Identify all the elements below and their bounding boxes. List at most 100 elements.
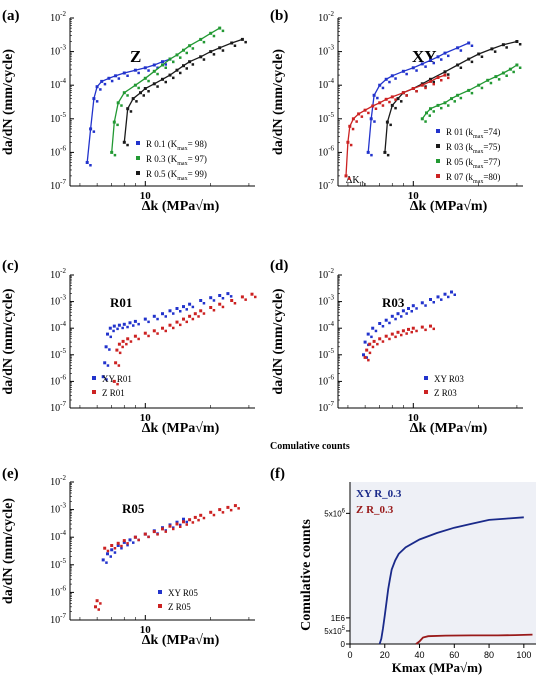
data-point	[152, 530, 156, 534]
data-point	[103, 82, 107, 86]
data-point	[168, 309, 172, 313]
data-point	[400, 100, 403, 103]
data-point	[518, 66, 522, 69]
data-point	[164, 315, 167, 318]
data-point	[240, 295, 244, 299]
data-point	[147, 334, 150, 338]
data-point	[212, 309, 216, 312]
data-point	[202, 312, 206, 315]
data-point	[156, 332, 159, 335]
data-point	[411, 66, 415, 70]
data-point	[197, 518, 200, 522]
y-tick-label: 10-5	[50, 557, 66, 571]
data-point	[450, 290, 453, 294]
data-point	[401, 309, 405, 313]
data-point	[143, 87, 147, 90]
data-point	[120, 104, 123, 107]
data-point	[182, 520, 185, 524]
data-point	[370, 335, 373, 339]
panel-label-f: (f)	[270, 466, 285, 482]
data-point	[113, 153, 117, 157]
data-point	[396, 97, 400, 101]
y-tick-label: 0	[341, 640, 346, 649]
data-point	[116, 327, 119, 331]
data-point	[106, 332, 109, 336]
y-tick-label: 10-5	[50, 111, 66, 125]
data-point	[172, 76, 175, 80]
data-point	[367, 358, 370, 362]
y-tick-label: 10-3	[50, 294, 66, 308]
data-point	[415, 69, 418, 72]
annotation-delta-k-th: ΔKth	[346, 175, 366, 188]
data-point	[372, 93, 376, 97]
data-point	[254, 295, 257, 299]
data-point	[411, 326, 415, 330]
data-point	[389, 123, 392, 127]
data-point	[368, 342, 372, 346]
data-point	[384, 334, 388, 338]
data-point	[185, 520, 188, 524]
data-point	[99, 602, 102, 605]
legend-marker	[92, 376, 96, 380]
x-tick-label: 10	[408, 190, 420, 202]
y-axis-label: da/dN (mm/cycle)	[271, 49, 286, 155]
legend-entry: Z R03	[434, 388, 457, 398]
data-point	[378, 83, 382, 87]
data-point	[384, 318, 388, 322]
data-point	[365, 348, 369, 352]
data-point	[432, 82, 435, 86]
data-point	[199, 513, 203, 517]
data-point	[191, 305, 195, 309]
data-point	[218, 302, 222, 306]
data-point	[477, 83, 481, 87]
data-point	[372, 339, 376, 343]
data-point	[137, 71, 140, 75]
data-point	[229, 295, 233, 298]
data-point	[122, 140, 126, 144]
y-tick-label: 1E6	[331, 614, 346, 623]
data-point	[212, 53, 216, 56]
y-tick-label: 10-5	[318, 347, 334, 361]
data-point	[116, 541, 120, 545]
data-point	[366, 332, 370, 336]
data-point	[126, 94, 129, 97]
data-point	[105, 378, 108, 381]
data-point	[494, 75, 498, 79]
data-point	[218, 294, 222, 297]
data-point	[394, 98, 397, 101]
data-point	[147, 90, 150, 93]
y-tick-label: 10-4	[318, 320, 334, 334]
data-point	[378, 322, 382, 325]
data-point	[440, 106, 443, 110]
data-point	[501, 43, 505, 47]
data-point	[221, 49, 225, 52]
data-point	[164, 80, 167, 84]
data-point	[378, 337, 382, 341]
y-tick-label: 10-7	[50, 178, 66, 192]
legend-entry: R 01 (kmax=74)	[446, 127, 500, 140]
data-point	[164, 66, 167, 69]
data-point	[188, 302, 192, 306]
data-point	[371, 345, 375, 349]
data-point	[188, 518, 192, 522]
data-point	[175, 320, 179, 324]
data-point	[126, 542, 129, 545]
data-point	[152, 82, 156, 86]
data-point	[432, 80, 435, 84]
data-point	[436, 103, 440, 107]
data-point	[221, 305, 225, 309]
data-point	[137, 538, 140, 542]
y-axis-label: da/dN (mm/cycle)	[1, 288, 16, 394]
legend-entry: R 03 (kmax=75)	[446, 142, 500, 155]
data-point	[179, 71, 182, 75]
y-tick-label: 10-4	[50, 529, 66, 543]
y-tick-label: 10-4	[50, 77, 66, 91]
data-point	[137, 86, 140, 90]
data-point	[424, 328, 427, 332]
data-point	[226, 292, 230, 296]
legend-marker	[136, 171, 140, 175]
data-point	[103, 546, 107, 550]
data-point	[396, 312, 400, 316]
data-point	[143, 76, 147, 80]
